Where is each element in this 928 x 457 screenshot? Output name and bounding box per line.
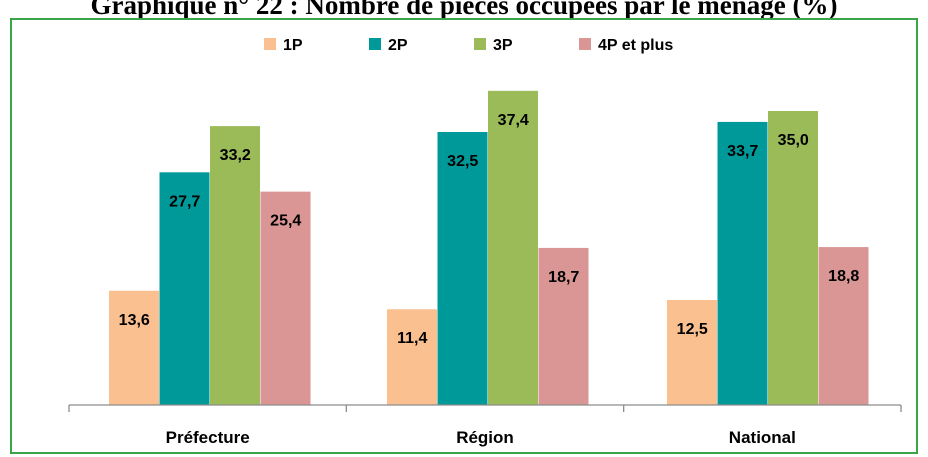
- bar-national-2p: [717, 121, 768, 406]
- value-label: 27,7: [169, 193, 200, 210]
- legend-swatch-3p: [474, 38, 486, 50]
- bar-national-4p-et-plus: [818, 247, 869, 405]
- legend-swatch-2p: [369, 38, 381, 50]
- bar-r-gion-4p-et-plus: [538, 247, 589, 405]
- value-label: 33,2: [220, 147, 251, 164]
- bars: 13,6 11,4 12,5 27,7 32,5 33,7 33,2 37,4 35,0 25,4…: [109, 90, 869, 406]
- bar-pr-fecture-4p-et-plus: [260, 191, 311, 405]
- value-label: 13,6: [119, 312, 150, 329]
- bar-pr-fecture-2p: [159, 172, 210, 405]
- bar-national-3p: [768, 111, 818, 405]
- value-label: 18,7: [548, 269, 579, 286]
- legend-label-4p-et-plus: 4P et plus: [598, 37, 673, 54]
- bar-pr-fecture-3p: [210, 126, 260, 406]
- chart-title: Graphique n° 22 : Nombre de pièces occup…: [90, 0, 838, 20]
- legend-label-2p: 2P: [388, 37, 408, 54]
- x-tick-label-r-gion: Région: [456, 428, 514, 447]
- bar-r-gion-1p: [387, 309, 437, 405]
- x-tick-label-national: National: [729, 428, 796, 447]
- value-label: 32,5: [447, 153, 478, 170]
- x-axis: Préfecture Région National: [68, 404, 902, 447]
- legend: 1P 2P 3P 4P et plus: [264, 37, 673, 54]
- value-label: 12,5: [677, 321, 708, 338]
- bar-r-gion-2p: [437, 132, 488, 405]
- legend-label-1p: 1P: [283, 37, 303, 54]
- value-label: 11,4: [397, 330, 427, 347]
- value-label: 37,4: [498, 112, 529, 129]
- value-label: 35,0: [778, 132, 809, 149]
- bar-pr-fecture-1p: [109, 290, 159, 405]
- x-tick-label-pr-fecture: Préfecture: [166, 428, 250, 447]
- value-label: 25,4: [270, 213, 301, 230]
- bar-r-gion-3p: [488, 90, 538, 405]
- legend-label-3p: 3P: [493, 37, 513, 54]
- legend-swatch-4p-et-plus: [579, 38, 591, 50]
- value-label: 33,7: [727, 143, 758, 160]
- legend-swatch-1p: [264, 38, 276, 50]
- bar-national-1p: [667, 300, 717, 405]
- value-label: 18,8: [828, 268, 859, 285]
